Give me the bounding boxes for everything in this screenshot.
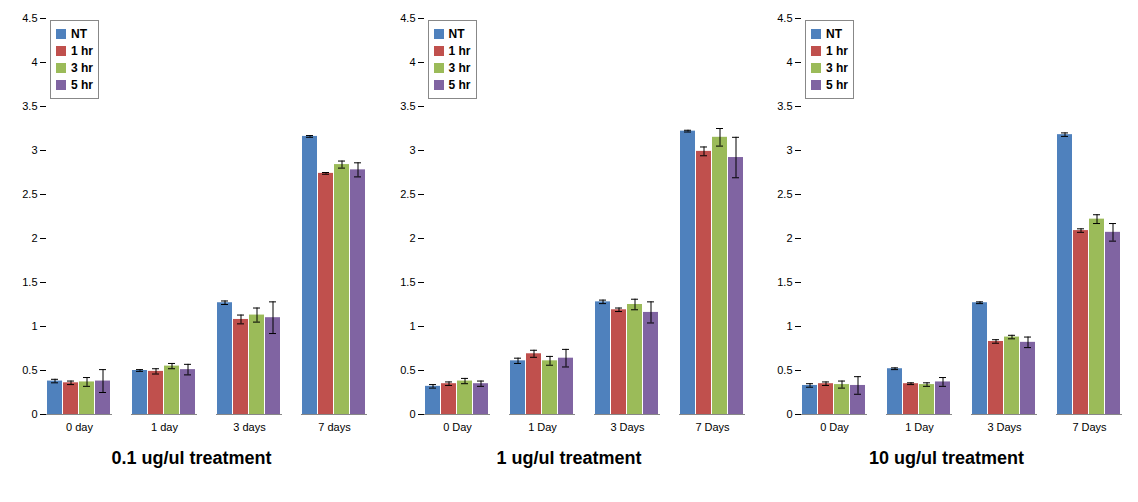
svg-text:2.5: 2.5 <box>22 188 37 200</box>
svg-text:1 Day: 1 Day <box>528 421 557 433</box>
svg-text:3: 3 <box>409 144 415 156</box>
svg-text:0.5: 0.5 <box>777 364 792 376</box>
svg-text:3 Days: 3 Days <box>610 421 645 433</box>
html-text:1 hr: 1 hr <box>826 44 848 58</box>
svg-text:1.5: 1.5 <box>22 276 37 288</box>
svg-text:1: 1 <box>786 320 792 332</box>
svg-text:2: 2 <box>31 232 37 244</box>
svg-text:4: 4 <box>786 56 792 68</box>
svg-text:3 days: 3 days <box>233 421 266 433</box>
html-text:NT: NT <box>826 27 842 41</box>
svg-text:0 Day: 0 Day <box>443 421 472 433</box>
svg-text:0: 0 <box>31 408 37 420</box>
svg-text:7 days: 7 days <box>318 421 351 433</box>
svg-text:1 day: 1 day <box>151 421 178 433</box>
svg-text:4.5: 4.5 <box>777 12 792 24</box>
html-text:NT: NT <box>71 27 87 41</box>
html-text:10 ug/ul treatment: 10 ug/ul treatment <box>869 448 1024 468</box>
svg-text:4.5: 4.5 <box>22 12 37 24</box>
svg-text:7 Days: 7 Days <box>1072 421 1107 433</box>
svg-text:3.5: 3.5 <box>777 100 792 112</box>
html-text:1 hr: 1 hr <box>448 44 471 58</box>
html-text:1 ug/ul treatment: 1 ug/ul treatment <box>496 448 642 468</box>
svg-text:0 day: 0 day <box>66 421 93 433</box>
svg-text:0 Day: 0 Day <box>820 421 849 433</box>
html-text:5 hr: 5 hr <box>448 78 471 92</box>
svg-text:4: 4 <box>31 56 37 68</box>
svg-text:0.5: 0.5 <box>400 364 415 376</box>
svg-text:0: 0 <box>786 408 792 420</box>
html-text:NT: NT <box>448 27 465 41</box>
html-text:1 hr: 1 hr <box>71 44 93 58</box>
svg-text:2.5: 2.5 <box>400 188 415 200</box>
svg-text:4: 4 <box>409 56 415 68</box>
svg-text:4.5: 4.5 <box>400 12 415 24</box>
svg-text:1: 1 <box>409 320 415 332</box>
svg-text:3.5: 3.5 <box>22 100 37 112</box>
svg-text:0: 0 <box>409 408 415 420</box>
svg-text:2: 2 <box>786 232 792 244</box>
svg-text:3.5: 3.5 <box>400 100 415 112</box>
svg-text:0.5: 0.5 <box>22 364 37 376</box>
svg-text:3: 3 <box>31 144 37 156</box>
svg-text:2: 2 <box>409 232 415 244</box>
svg-text:1.5: 1.5 <box>400 276 415 288</box>
html-text:0.1 ug/ul treatment: 0.1 ug/ul treatment <box>111 448 272 468</box>
html-text:5 hr: 5 hr <box>826 78 848 92</box>
svg-text:1 Day: 1 Day <box>905 421 934 433</box>
svg-text:3 Days: 3 Days <box>987 421 1022 433</box>
html-text:3 hr: 3 hr <box>71 61 93 75</box>
svg-text:1.5: 1.5 <box>777 276 792 288</box>
html-text:3 hr: 3 hr <box>826 61 848 75</box>
svg-text:7 Days: 7 Days <box>695 421 730 433</box>
html-text:5 hr: 5 hr <box>71 78 93 92</box>
svg-text:3: 3 <box>786 144 792 156</box>
svg-text:1: 1 <box>31 320 37 332</box>
html-text:3 hr: 3 hr <box>448 61 471 75</box>
svg-text:2.5: 2.5 <box>777 188 792 200</box>
